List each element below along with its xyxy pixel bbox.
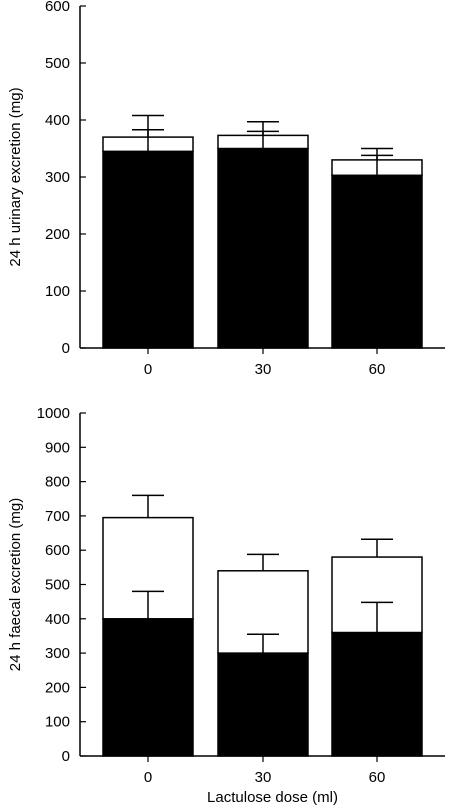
x-tick-label: 0 <box>144 361 152 378</box>
x-tick-label: 0 <box>144 769 152 786</box>
y-tick-label: 300 <box>45 645 70 662</box>
y-tick-label: 400 <box>45 112 70 129</box>
y-tick-label: 800 <box>45 474 70 491</box>
y-tick-label: 0 <box>62 748 70 765</box>
bar-segment-dark <box>102 618 194 757</box>
x-tick-label: 30 <box>255 769 272 786</box>
bar-segment-dark <box>331 631 423 757</box>
y-tick-label: 600 <box>45 542 70 559</box>
y-tick-label: 900 <box>45 439 70 456</box>
x-tick-label: 30 <box>255 361 272 378</box>
y-axis-title: 24 h urinary excretion (mg) <box>7 87 24 266</box>
bar-segment-dark <box>217 147 309 349</box>
y-tick-label: 500 <box>45 55 70 72</box>
y-tick-label: 300 <box>45 169 70 186</box>
y-tick-label: 600 <box>45 0 70 15</box>
y-axis-title: 24 h faecal excretion (mg) <box>7 498 24 671</box>
y-tick-label: 1000 <box>37 405 70 422</box>
y-tick-label: 700 <box>45 508 70 525</box>
y-tick-label: 0 <box>62 340 70 357</box>
y-tick-label: 200 <box>45 679 70 696</box>
x-tick-label: 60 <box>369 361 386 378</box>
urinary-excretion-chart: 0 100 200 300 400 500 600 0 30 60 24 h urinary exc… <box>7 0 445 378</box>
bar-segment-dark <box>331 174 423 349</box>
y-tick-label: 100 <box>45 714 70 731</box>
y-tick-label: 500 <box>45 577 70 594</box>
x-tick-label: 60 <box>369 769 386 786</box>
y-tick-label: 400 <box>45 611 70 628</box>
bar-segment-dark <box>102 150 194 349</box>
bar-segment-dark <box>217 652 309 757</box>
y-tick-label: 100 <box>45 283 70 300</box>
faecal-excretion-chart: 0 100 200 300 400 500 600 700 800 900 1000 0 30 60 24 … <box>7 405 445 806</box>
x-axis-title: Lactulose dose (ml) <box>207 789 338 806</box>
y-tick-label: 200 <box>45 226 70 243</box>
